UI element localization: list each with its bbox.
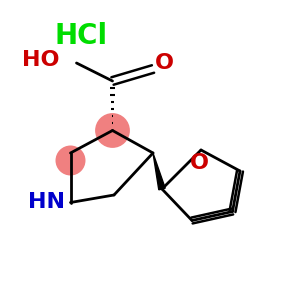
Text: HO: HO	[22, 50, 59, 70]
Text: HN: HN	[28, 193, 65, 212]
Text: O: O	[190, 153, 209, 173]
Text: O: O	[154, 53, 173, 73]
Text: HCl: HCl	[54, 22, 108, 50]
Circle shape	[56, 146, 86, 176]
Circle shape	[95, 113, 130, 148]
Polygon shape	[153, 153, 165, 190]
